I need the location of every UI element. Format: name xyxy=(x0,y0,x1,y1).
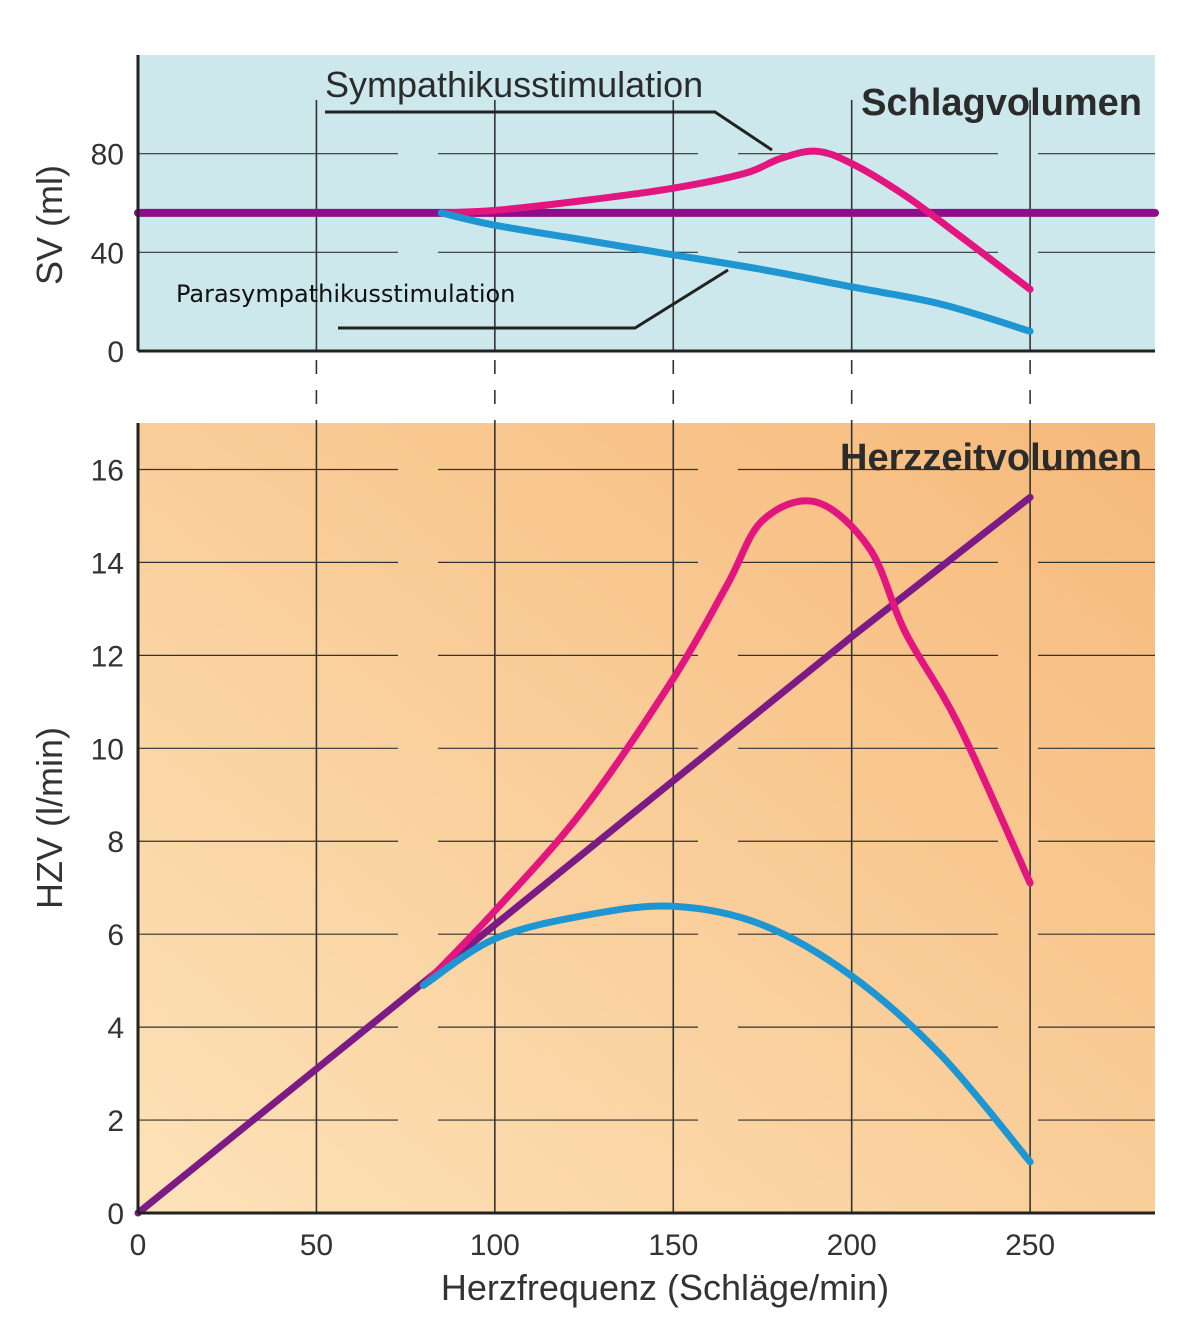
stroke-volume-y-ticks: 0 40 80 xyxy=(91,139,124,369)
stroke-volume-panel: 0 40 80 Schlagvolumen SV (ml) Sympathikuss… xyxy=(29,55,1159,369)
x-tick-label: 200 xyxy=(827,1229,877,1262)
hzv-y-tick-label: 6 xyxy=(107,919,124,952)
x-tick-label: 150 xyxy=(648,1229,698,1262)
cardiac-output-plot-background xyxy=(138,423,1155,1213)
sympathetic-annotation: Sympathikusstimulation xyxy=(325,64,703,105)
hzv-baseline-line xyxy=(134,493,1034,1217)
sympathetic-leader-line xyxy=(325,110,773,152)
cardiac-output-series xyxy=(134,493,1034,1217)
stroke-volume-series xyxy=(134,147,1159,335)
hzv-y-tick-label: 0 xyxy=(107,1198,124,1231)
cardiac-output-y-label: HZV (l/min) xyxy=(29,727,70,909)
parasympathetic-leader-line xyxy=(338,268,729,330)
sv-sympathetic-line xyxy=(437,147,1034,293)
x-axis-title: Herzfrequenz (Schläge/min) xyxy=(441,1267,889,1308)
cardiac-output-y-ticks: 0 2 4 6 8 10 12 14 16 xyxy=(91,454,124,1231)
parasympathetic-annotation: Parasympathikusstimulation xyxy=(176,280,515,308)
panel-gap-gridlines xyxy=(315,360,1031,423)
x-tick-label: 50 xyxy=(300,1229,333,1262)
x-tick-label: 0 xyxy=(130,1229,147,1262)
stroke-volume-title: Schlagvolumen xyxy=(861,82,1142,124)
cardiac-output-panel: 0 2 4 6 8 10 12 14 16 0 50 100 150 200 250 Herzzeitvo… xyxy=(29,423,1155,1308)
hzv-y-tick-label: 4 xyxy=(107,1012,124,1045)
sv-y-tick-label: 80 xyxy=(91,139,124,172)
hzv-y-tick-label: 10 xyxy=(91,733,124,766)
x-tick-label: 250 xyxy=(1005,1229,1055,1262)
hzv-y-tick-label: 12 xyxy=(91,640,124,673)
hzv-sympathetic-line xyxy=(419,497,1034,989)
hzv-y-tick-label: 8 xyxy=(107,826,124,859)
stroke-volume-plot-background xyxy=(138,55,1155,350)
sv-y-tick-label: 0 xyxy=(107,336,124,369)
hzv-y-tick-label: 2 xyxy=(107,1105,124,1138)
x-tick-label: 100 xyxy=(470,1229,520,1262)
hzv-y-tick-label: 16 xyxy=(91,454,124,487)
hzv-y-tick-label: 14 xyxy=(91,547,124,580)
hzv-parasympathetic-line xyxy=(419,902,1034,1166)
cardiac-output-x-ticks: 0 50 100 150 200 250 xyxy=(130,1229,1055,1262)
sv-parasympathetic-line xyxy=(437,209,1034,335)
stroke-volume-y-label: SV (ml) xyxy=(29,165,70,285)
sv-y-tick-label: 40 xyxy=(91,237,124,270)
cardiac-output-title: Herzzeitvolumen xyxy=(840,437,1142,479)
cardiac-output-grid xyxy=(138,423,1155,1213)
